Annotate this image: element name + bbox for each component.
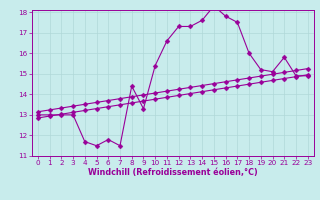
X-axis label: Windchill (Refroidissement éolien,°C): Windchill (Refroidissement éolien,°C) [88, 168, 258, 177]
